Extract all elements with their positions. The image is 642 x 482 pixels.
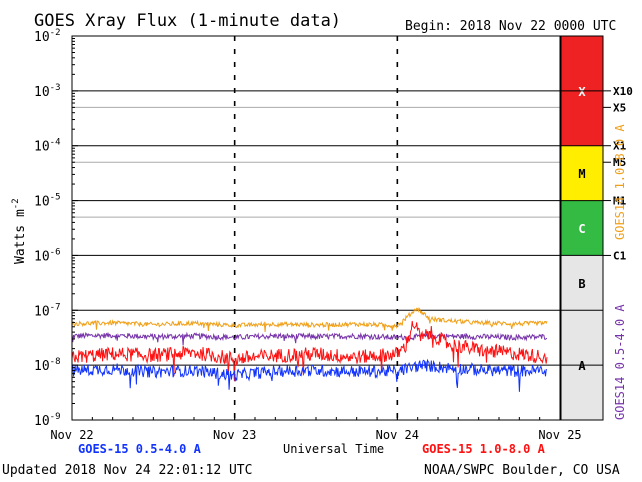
y-tick-base: 10 bbox=[34, 85, 50, 100]
series-line-1 bbox=[71, 307, 548, 332]
series-line-3 bbox=[71, 358, 548, 392]
y-axis-label-exponent: -2 bbox=[11, 198, 21, 209]
y-tick-label: 10-4 bbox=[34, 138, 61, 155]
legend-goes15-long: GOES-15 1.0-8.0 A bbox=[422, 442, 546, 456]
credit-text: NOAA/SWPC Boulder, CO USA bbox=[424, 463, 620, 478]
legend-goes14-long-label: GOES14 1.0-8.0 A bbox=[613, 124, 627, 240]
x-tick-label: Nov 25 bbox=[538, 428, 581, 442]
level-marker-x10: X10 bbox=[613, 85, 633, 98]
level-marker-m5: M5 bbox=[613, 156, 626, 169]
legend-goes14-short-label: GOES14 0.5-4.0 A bbox=[613, 304, 627, 420]
flare-class-label-m: M bbox=[578, 167, 585, 181]
x-tick-label: Nov 24 bbox=[376, 428, 419, 442]
level-marker-x5: X5 bbox=[613, 101, 626, 114]
y-tick-base: 10 bbox=[34, 30, 50, 45]
y-tick-label: 10-6 bbox=[34, 247, 61, 264]
y-tick-base: 10 bbox=[34, 359, 50, 374]
y-axis-label: Watts m bbox=[13, 209, 28, 264]
series-line-2 bbox=[71, 320, 548, 382]
flare-class-label-c: C bbox=[578, 222, 585, 236]
level-marker-c1: C1 bbox=[613, 249, 627, 262]
flare-band-m bbox=[561, 145, 603, 201]
updated-timestamp: Updated 2018 Nov 24 22:01:12 UTC bbox=[2, 463, 252, 478]
flare-class-label-b: B bbox=[578, 277, 585, 291]
x-tick-label: Nov 22 bbox=[50, 428, 93, 442]
y-tick-exponent: -6 bbox=[50, 247, 61, 257]
flare-band-b bbox=[561, 255, 603, 311]
level-marker-x1: X1 bbox=[613, 140, 627, 153]
y-axis-title: Watts m-2 bbox=[11, 198, 28, 264]
y-tick-exponent: -3 bbox=[50, 83, 61, 93]
y-tick-base: 10 bbox=[34, 195, 50, 210]
y-tick-exponent: -7 bbox=[50, 302, 61, 312]
level-marker-m1: M1 bbox=[613, 195, 627, 208]
flare-band-c bbox=[561, 200, 603, 256]
y-tick-exponent: -2 bbox=[50, 28, 61, 38]
y-tick-label: 10-7 bbox=[34, 302, 61, 319]
x-axis-title: Universal Time bbox=[283, 442, 384, 456]
series-line-0 bbox=[71, 331, 548, 346]
flare-class-label-a: A bbox=[578, 359, 586, 373]
y-tick-label: 10-9 bbox=[34, 412, 61, 429]
flare-class-label-x: X bbox=[578, 85, 586, 99]
y-tick-label: 10-3 bbox=[34, 83, 61, 100]
svg-text:Watts m-2: Watts m-2 bbox=[11, 198, 28, 264]
flare-class-bands: X M C B A bbox=[560, 35, 604, 421]
y-tick-exponent: -4 bbox=[50, 138, 61, 148]
y-tick-label: 10-8 bbox=[34, 357, 61, 374]
y-tick-exponent: -8 bbox=[50, 357, 61, 367]
legend-goes14-long: GOES14 1.0-8.0 A bbox=[613, 124, 627, 240]
y-tick-base: 10 bbox=[34, 304, 50, 319]
y-tick-base: 10 bbox=[34, 140, 50, 155]
chart-title: GOES Xray Flux (1-minute data) bbox=[34, 11, 341, 31]
y-tick-label: 10-5 bbox=[34, 193, 61, 210]
y-tick-base: 10 bbox=[34, 414, 50, 429]
begin-label: Begin: 2018 Nov 22 0000 UTC bbox=[405, 19, 616, 34]
legend-goes14-short: GOES14 0.5-4.0 A bbox=[613, 304, 627, 420]
y-tick-exponent: -5 bbox=[50, 193, 61, 203]
x-tick-label: Nov 23 bbox=[213, 428, 256, 442]
y-tick-label: 10-2 bbox=[34, 28, 61, 45]
y-tick-base: 10 bbox=[34, 249, 50, 264]
data-series bbox=[71, 307, 548, 392]
legend-goes15-short: GOES-15 0.5-4.0 A bbox=[78, 442, 202, 456]
y-tick-exponent: -9 bbox=[50, 412, 61, 422]
